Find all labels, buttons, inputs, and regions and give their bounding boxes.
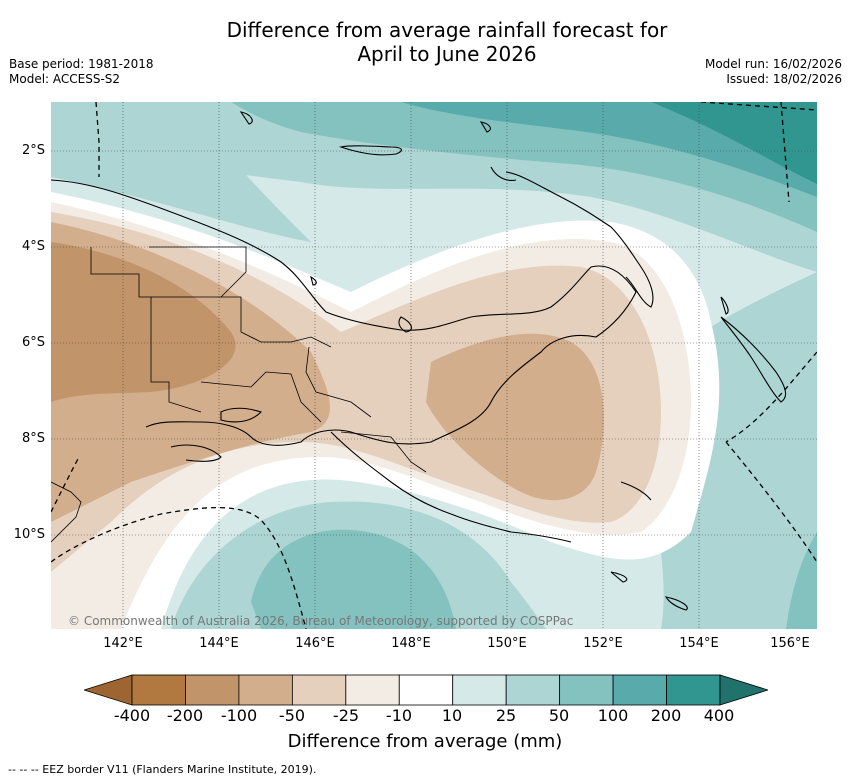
colorbar-cell [291, 674, 347, 706]
cb-tick-7: 25 [495, 706, 517, 725]
cb-tick-0: -400 [113, 706, 151, 725]
field-south-teal-2 [251, 529, 456, 629]
copyright-credit: © Commonwealth of Australia 2026, Bureau… [68, 614, 574, 628]
cb-tick-1: -200 [166, 706, 204, 725]
lon-label-148e: 148°E [391, 636, 431, 651]
lon-label-152e: 152°E [583, 636, 623, 651]
colorbar-cell [185, 674, 240, 706]
lon-label-154e: 154°E [679, 636, 719, 651]
lon-label-146e: 146°E [295, 636, 335, 651]
cb-tick-2: -100 [220, 706, 258, 725]
lon-label-144e: 144°E [199, 636, 239, 651]
title-line-2: April to June 2026 [357, 42, 537, 66]
lon-label-150e: 150°E [487, 636, 527, 651]
colorbar-extend-low [84, 674, 133, 706]
field-nw-teal [51, 102, 311, 242]
field-band-200-400 [651, 102, 817, 184]
model-run: Model run: 16/02/2026 [704, 57, 842, 71]
graticule [51, 102, 817, 629]
colorbar-cell [666, 674, 721, 706]
cb-tick-6: 10 [441, 706, 463, 725]
field-dry-100-200 [51, 242, 236, 402]
eez-borders [51, 102, 817, 629]
lat-label-8s: 8°S [21, 431, 45, 446]
cb-tick-4: -25 [332, 706, 360, 725]
lon-label-142e: 142°E [103, 636, 143, 651]
colorbar-title: Difference from average (mm) [287, 731, 563, 752]
field-east-teal-2 [786, 532, 817, 629]
eez-legend: -- -- -- EEZ border V11 (Flanders Marine… [8, 763, 317, 776]
issued-date: Issued: 18/02/2026 [726, 72, 842, 86]
cb-tick-3: -50 [278, 706, 306, 725]
coastlines [51, 111, 787, 611]
lat-label-6s: 6°S [21, 335, 45, 350]
colorbar-cell [612, 674, 667, 706]
cb-tick-11: 400 [703, 706, 735, 725]
lat-label-2s: 2°S [21, 143, 45, 158]
meta-left: Base period: 1981-2018 Model: ACCESS-S2 [9, 57, 154, 87]
colorbar-cell [238, 674, 293, 706]
colorbar-cell [559, 674, 614, 706]
map-title: Difference from average rainfall forecas… [0, 18, 850, 66]
cb-tick-5: -10 [385, 706, 413, 725]
colorbar-extend-high [719, 674, 768, 706]
lat-label-4s: 4°S [21, 239, 45, 254]
model-name: Model: ACCESS-S2 [9, 72, 121, 86]
meta-right: Model run: 16/02/2026 Issued: 18/02/2026 [705, 57, 842, 87]
lat-label-10s: 10°S [13, 527, 45, 542]
province-borders [51, 246, 427, 543]
field-dry-50-100-east [426, 333, 604, 501]
lon-label-156e: 156°E [770, 636, 810, 651]
title-line-1: Difference from average rainfall forecas… [226, 18, 668, 42]
base-period: Base period: 1981-2018 [9, 57, 154, 71]
rainfall-map [51, 102, 817, 629]
cb-tick-8: 50 [548, 706, 570, 725]
cb-tick-9: 100 [597, 706, 629, 725]
colorbar-cell [131, 674, 186, 706]
colorbar-cell [345, 674, 400, 706]
colorbar-cell [452, 674, 507, 706]
colorbar-cell [398, 674, 454, 706]
colorbar [84, 674, 768, 706]
cb-tick-10: 200 [650, 706, 682, 725]
colorbar-cell [505, 674, 561, 706]
